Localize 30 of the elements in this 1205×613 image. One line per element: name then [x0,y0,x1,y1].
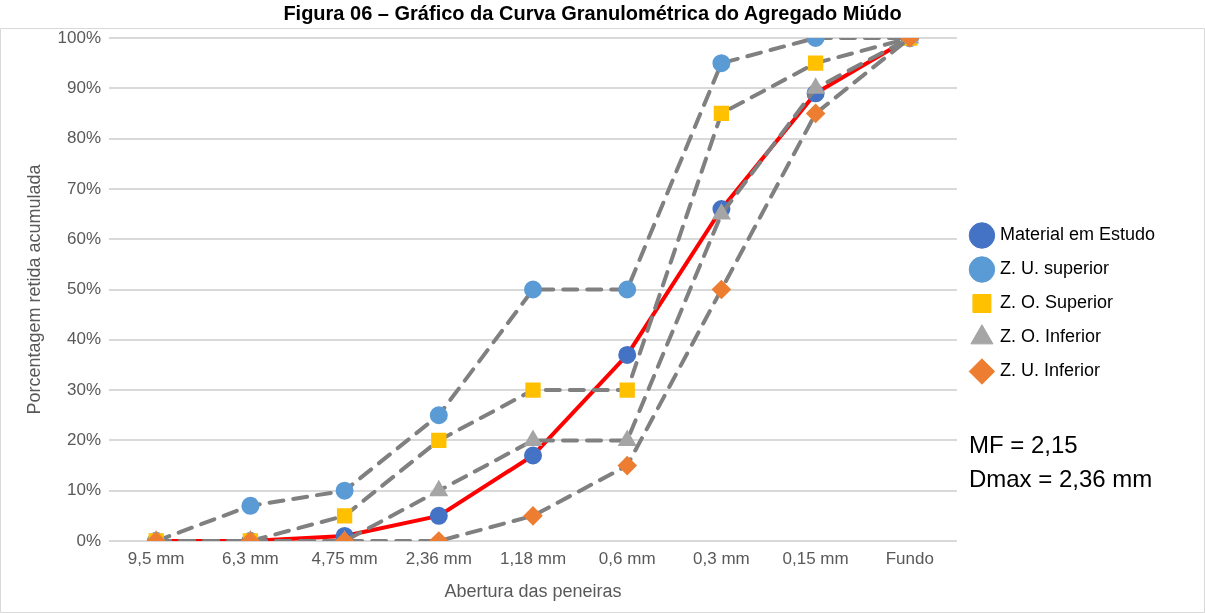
legend-label: Z. U. superior [999,258,1109,279]
x-tick-label: 9,5 mm [127,548,185,568]
x-tick-label: 1,18 mm [499,548,567,568]
text: Dmax = 2,36 mm [968,464,1153,492]
x-tick-label: 6,3 mm [222,548,279,568]
legend-label: Z. O. Inferior [999,326,1101,347]
legend-label: Z. O. Superior [999,292,1113,313]
y-tick-label: 20% [67,430,102,450]
legend-label: Material em Estudo [999,224,1156,245]
x-tick-label: 0,3 mm [693,548,750,568]
x-tick-label: 0,6 mm [598,548,656,568]
x-tick-label: 0,15 mm [782,548,849,568]
y-tick-label: 10% [67,480,102,500]
y-tick-label: 80% [67,128,102,148]
x-tick-label: Fundo [885,548,934,568]
y-tick-label: 40% [67,329,102,349]
y-tick-label: 60% [67,228,102,248]
y-tick-label: 100% [57,27,102,47]
legend-label: Z. U. Inferior [999,360,1100,381]
y-tick-label: 0% [76,530,102,550]
y-tick-label: 70% [67,178,102,198]
y-axis-title: Porcentagem retida acumulada [23,163,44,415]
y-tick-label: 30% [67,379,102,399]
text: MF = 2,15 [968,430,1078,458]
y-tick-label: 50% [67,279,102,299]
y-tick-label: 90% [67,77,102,97]
x-tick-label: 2,36 mm [405,548,472,568]
chart-title: Figura 06 – Gráfico da Curva Granulométrica do Agregado Miúdo [283,1,902,24]
x-tick-label: 4,75 mm [311,548,378,568]
x-axis-title: Abertura das peneiras [444,581,622,602]
